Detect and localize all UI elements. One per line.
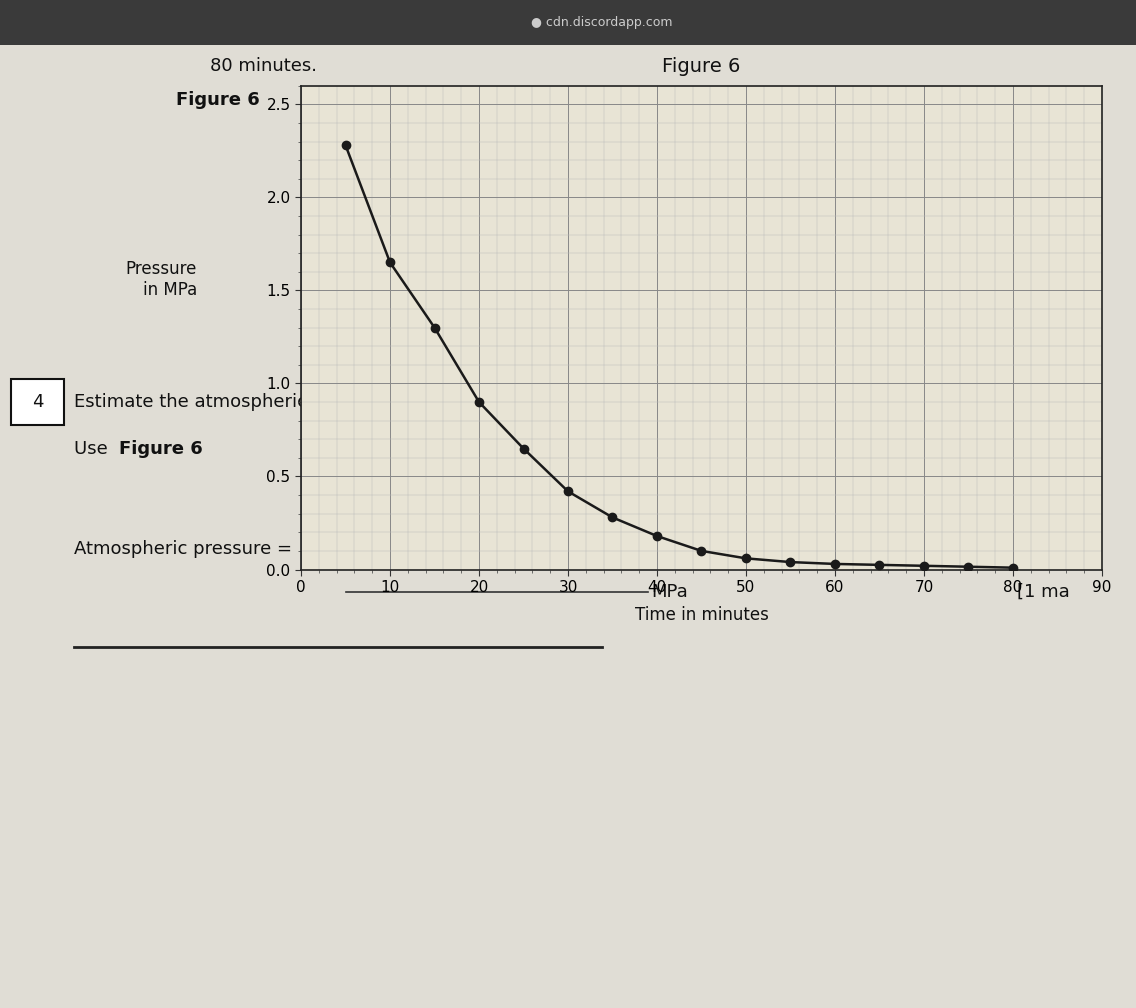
Text: Atmospheric pressure =: Atmospheric pressure = — [74, 540, 292, 558]
Text: MPa: MPa — [651, 583, 687, 601]
Text: ● cdn.discordapp.com: ● cdn.discordapp.com — [532, 16, 673, 28]
Bar — [0, 0, 1136, 45]
FancyBboxPatch shape — [11, 379, 64, 425]
Title: Figure 6: Figure 6 — [662, 56, 741, 76]
Text: Figure 6: Figure 6 — [119, 439, 203, 458]
Text: Figure 6: Figure 6 — [176, 91, 260, 109]
Text: Estimate the atmospheric pressure.: Estimate the atmospheric pressure. — [74, 393, 396, 411]
Y-axis label: Pressure
in MPa: Pressure in MPa — [126, 260, 197, 298]
Text: shows the results.: shows the results. — [304, 91, 474, 109]
Text: Use: Use — [74, 439, 114, 458]
X-axis label: Time in minutes: Time in minutes — [635, 606, 768, 624]
Text: 80 minutes.: 80 minutes. — [210, 57, 317, 76]
Text: 4: 4 — [32, 393, 43, 411]
Text: [1 ma: [1 ma — [1017, 583, 1069, 601]
